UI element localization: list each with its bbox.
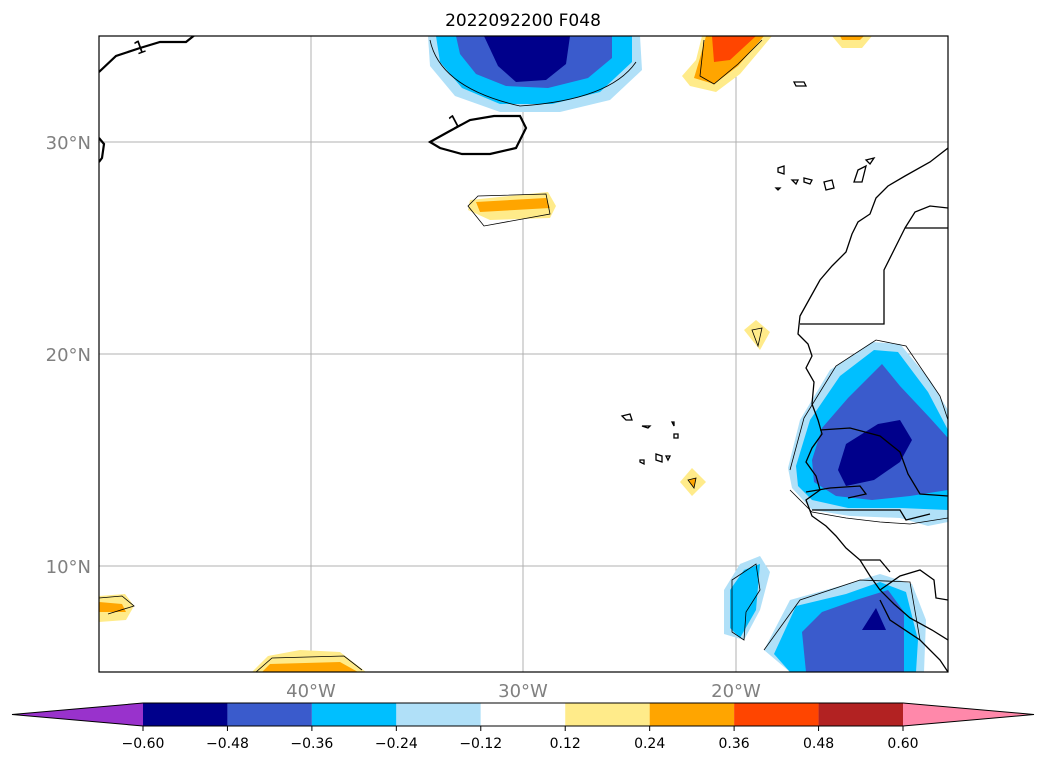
colorbar-tick-label: 0.36 — [719, 736, 750, 752]
anomaly-contour — [789, 339, 948, 525]
colorbar-tick-label: −0.12 — [459, 736, 502, 752]
lat-label-30n: 30°N — [46, 133, 91, 154]
colorbar-segment — [396, 703, 481, 726]
colorbar-segment — [649, 703, 735, 726]
colorbar-segment — [480, 703, 566, 726]
colorbar-tick-label: −0.24 — [375, 736, 418, 752]
colorbar-tick-label: −0.60 — [122, 736, 165, 752]
value-contour-lines — [99, 36, 528, 163]
islands — [620, 81, 876, 466]
colorbar-segment — [818, 703, 903, 726]
pos-anomaly-central — [467, 192, 556, 227]
colorbar-extend-high — [903, 703, 1034, 726]
gridlines — [99, 36, 948, 672]
colorbar-extend-low — [12, 703, 143, 726]
pos-anomaly-north-east — [682, 36, 872, 92]
colorbar-tick-label: 0.48 — [803, 736, 834, 752]
colorbar-segment — [734, 703, 819, 726]
map-area: 1 1 — [99, 36, 948, 672]
neg-anomaly-west-africa — [788, 342, 948, 526]
colorbar-tick-label: 0.12 — [550, 736, 581, 752]
lon-label-30w: 30°W — [498, 681, 548, 702]
colorbar-tick-label: −0.48 — [206, 736, 249, 752]
lat-label-20n: 20°N — [46, 345, 91, 366]
contour-label-nw: 1 — [131, 36, 149, 60]
pos-anomaly-small — [99, 320, 770, 672]
colorbar-tick-label: 0.24 — [634, 736, 665, 752]
colorbar-segment — [565, 703, 650, 726]
neg-anomaly-south — [724, 556, 926, 672]
lat-label-10n: 10°N — [46, 557, 91, 578]
figure-title: 2022092200 F048 — [445, 11, 601, 31]
colorbar-tick-label: 0.60 — [887, 736, 918, 752]
colorbar-segment — [143, 703, 228, 726]
colorbar-segment — [311, 703, 397, 726]
neg-anomaly-north-center — [428, 36, 642, 112]
map-frame — [98, 35, 949, 673]
colorbar-tick-label: −0.36 — [290, 736, 333, 752]
lon-label-40w: 40°W — [286, 681, 336, 702]
coastlines — [797, 147, 948, 672]
colorbar: −0.60 −0.48 −0.36 −0.24 −0.12 0.12 0.24 0.36 0.4… — [11, 702, 1035, 752]
colorbar-segment — [227, 703, 312, 726]
lon-label-20w: 20°W — [711, 681, 761, 702]
